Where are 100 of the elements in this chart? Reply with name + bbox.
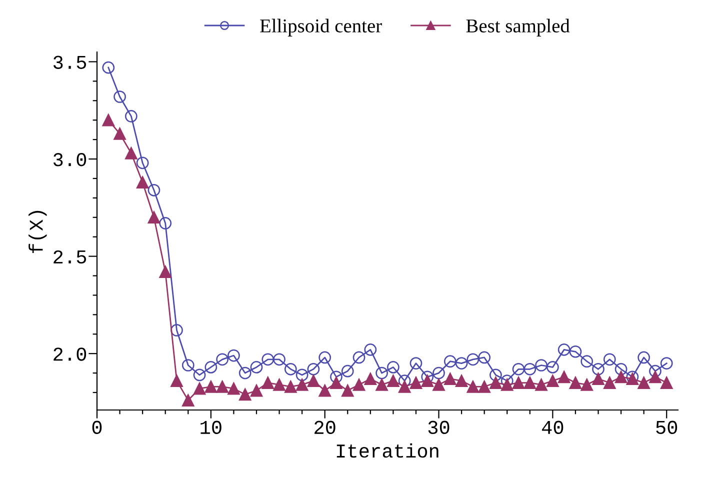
x-tick-label: 30 (428, 420, 450, 434)
point (273, 378, 286, 391)
point (238, 366, 252, 380)
point (500, 378, 514, 391)
point (410, 357, 422, 370)
point (307, 362, 320, 376)
point (524, 362, 536, 376)
point (296, 368, 308, 382)
point (444, 355, 456, 368)
point (455, 374, 468, 387)
point (535, 359, 548, 372)
point (660, 357, 673, 370)
point (376, 366, 388, 380)
point (136, 176, 149, 189)
x-tick-label: 50 (656, 420, 678, 434)
point (592, 362, 604, 376)
point (273, 353, 286, 366)
point (262, 376, 274, 389)
point (330, 376, 342, 389)
point (387, 361, 400, 374)
point (136, 156, 149, 170)
point (558, 344, 570, 356)
point (649, 370, 662, 384)
point (250, 361, 263, 374)
point (114, 90, 126, 103)
y-axis-title: f(X) (28, 210, 47, 254)
point (170, 324, 183, 336)
x-tick-label: 10 (200, 420, 222, 434)
point (204, 361, 218, 374)
point (524, 376, 536, 389)
point (398, 380, 411, 393)
point (352, 351, 366, 364)
point (170, 374, 183, 387)
point (216, 380, 228, 393)
point (490, 368, 502, 382)
point (500, 374, 514, 387)
point (512, 376, 525, 389)
point (432, 378, 445, 391)
point (364, 344, 377, 356)
point (124, 110, 138, 122)
legend-label: Best sampled (466, 18, 570, 36)
point (398, 374, 411, 387)
point (148, 184, 160, 196)
point (159, 217, 172, 230)
point (432, 366, 445, 380)
y-tick-label: 2.5 (54, 250, 86, 264)
x-axis-title: Iteration (336, 443, 438, 458)
point (193, 368, 206, 382)
point (466, 380, 480, 393)
point (580, 378, 594, 391)
point (546, 361, 559, 374)
point (250, 384, 263, 397)
point (466, 353, 480, 366)
point (614, 362, 628, 376)
point (148, 211, 160, 224)
point (444, 372, 456, 386)
point (638, 351, 650, 364)
point (182, 359, 194, 372)
point (296, 378, 308, 391)
point (546, 374, 559, 387)
point (580, 355, 594, 368)
point (614, 370, 628, 384)
y-tick-label: 2.0 (54, 348, 86, 361)
y-tick-label: 3.5 (53, 56, 86, 69)
point (193, 382, 206, 395)
point (318, 384, 332, 397)
point (102, 114, 115, 126)
point (204, 380, 218, 393)
legend-label: Ellipsoid center (260, 18, 382, 36)
point (228, 382, 240, 395)
point (341, 364, 354, 378)
point (102, 61, 115, 74)
point (569, 376, 582, 389)
point (603, 353, 616, 366)
point (478, 351, 491, 364)
point (558, 370, 570, 384)
point (159, 266, 172, 278)
point (238, 388, 252, 401)
x-tick-label: 20 (314, 420, 336, 434)
point (124, 146, 138, 160)
point (649, 364, 662, 378)
point (638, 376, 650, 389)
point (228, 349, 240, 362)
point (284, 362, 297, 376)
point (410, 376, 422, 389)
x-tick-label: 40 (542, 420, 564, 434)
point (262, 353, 274, 366)
point (330, 370, 342, 384)
point (455, 357, 468, 370)
point (341, 384, 354, 397)
point (318, 351, 332, 364)
point (376, 378, 388, 391)
point (490, 376, 502, 389)
point (421, 374, 434, 387)
y-tick-label: 3.0 (53, 153, 86, 166)
x-tick-label: 0 (92, 420, 102, 434)
point (182, 394, 194, 406)
point (535, 378, 548, 391)
point (660, 376, 673, 389)
point (216, 353, 228, 366)
